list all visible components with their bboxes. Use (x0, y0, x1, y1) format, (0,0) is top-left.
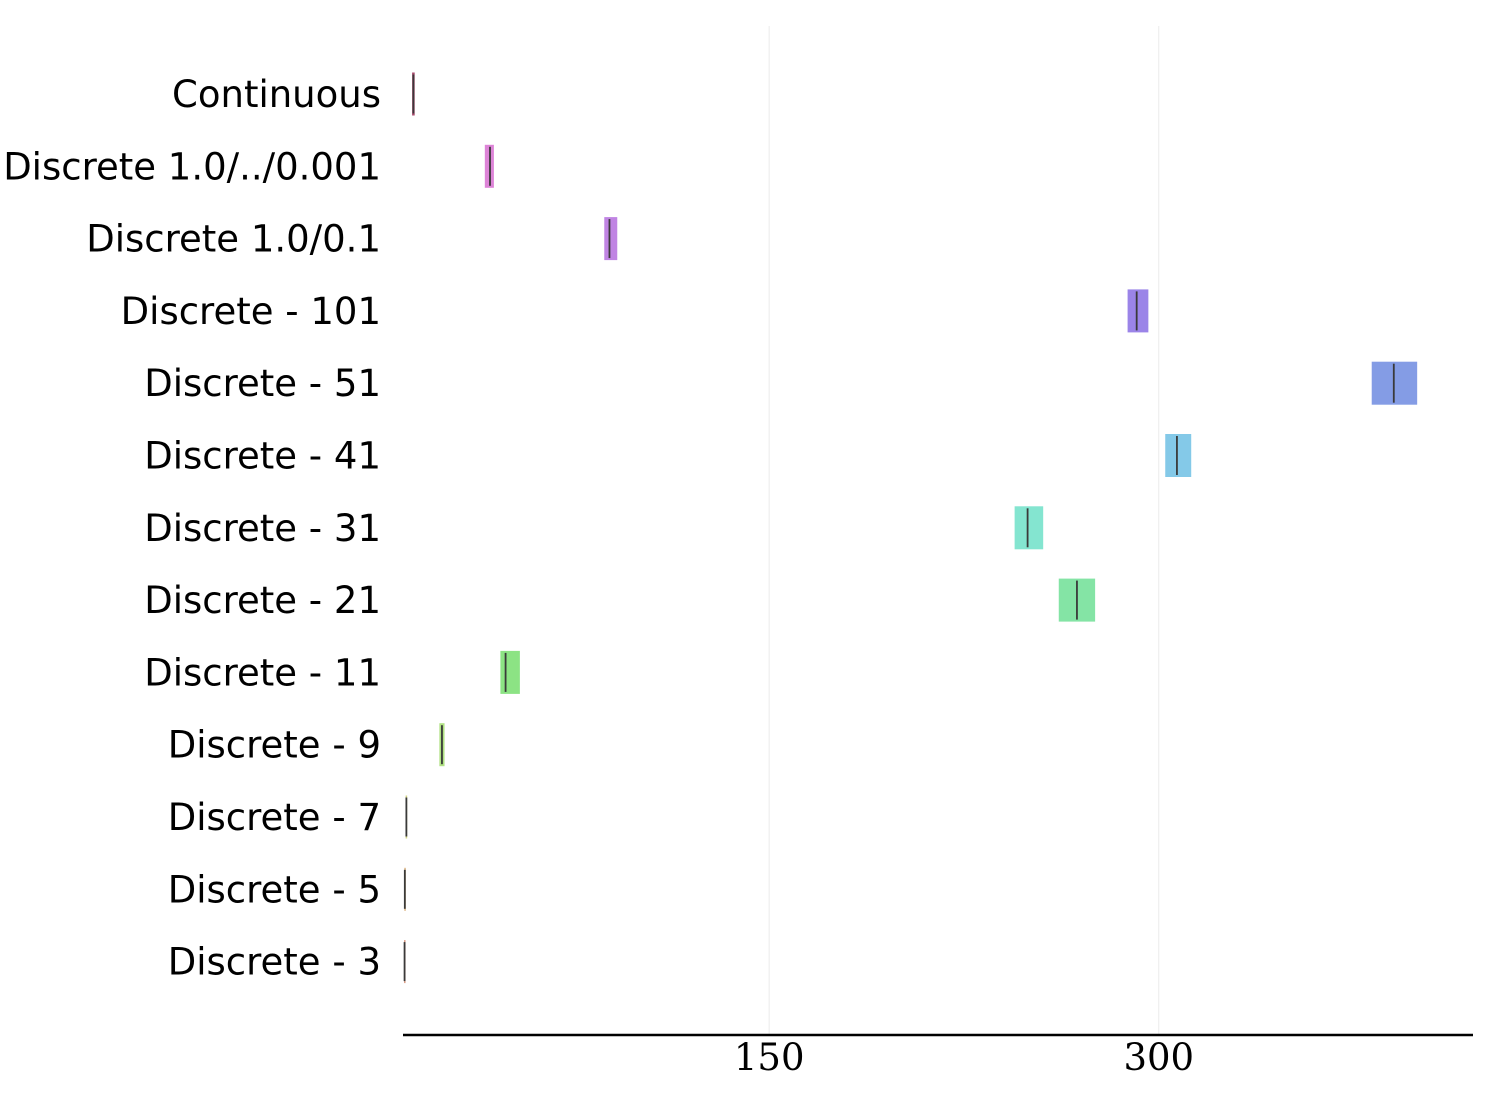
category-label: Discrete - 21 (144, 579, 381, 622)
x-tick-label: 150 (734, 1036, 805, 1079)
category-label: Continuous (172, 73, 381, 116)
box (500, 650, 520, 694)
category-label: Discrete - 101 (121, 290, 381, 333)
box (1014, 506, 1044, 550)
box (604, 217, 618, 261)
category-label: Discrete - 51 (144, 362, 381, 405)
box (1127, 289, 1149, 333)
category-label: Discrete - 5 (168, 868, 381, 911)
box (1165, 434, 1192, 477)
category-label: Discrete 1.0/../0.001 (3, 145, 381, 188)
category-label: Discrete - 3 (168, 941, 381, 984)
x-tick-label: 300 (1123, 1036, 1194, 1079)
category-label: Discrete - 11 (144, 651, 381, 694)
category-label: Discrete 1.0/0.1 (86, 218, 381, 261)
category-label: Discrete - 7 (168, 796, 381, 839)
category-label: Discrete - 31 (144, 507, 381, 550)
category-label: Discrete - 9 (168, 724, 381, 767)
category-label: Discrete - 41 (144, 435, 381, 478)
